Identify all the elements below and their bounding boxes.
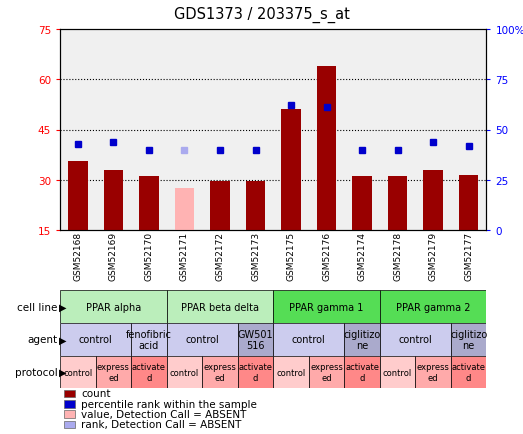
Text: control: control (292, 335, 326, 345)
Text: PPAR gamma 2: PPAR gamma 2 (396, 302, 470, 312)
Bar (202, 356, 238, 388)
Bar (344, 323, 380, 356)
Text: rank, Detection Call = ABSENT: rank, Detection Call = ABSENT (82, 420, 242, 430)
Bar (451, 323, 486, 356)
Bar (167, 291, 273, 323)
Bar (64, 400, 75, 408)
Bar (246, 182, 265, 230)
Bar (273, 323, 344, 356)
Bar (64, 390, 75, 397)
Bar (273, 291, 380, 323)
Text: PPAR beta delta: PPAR beta delta (181, 302, 259, 312)
Bar (273, 356, 309, 388)
Bar (415, 356, 451, 388)
Bar (459, 175, 479, 230)
Text: count: count (82, 388, 111, 398)
Text: ▶: ▶ (59, 302, 66, 312)
Text: ciglitizo
ne: ciglitizo ne (344, 329, 381, 350)
Text: agent: agent (27, 335, 58, 345)
Bar (96, 356, 131, 388)
Text: ciglitizo
ne: ciglitizo ne (450, 329, 487, 350)
Bar (68, 162, 88, 230)
Text: PPAR alpha: PPAR alpha (86, 302, 141, 312)
Bar (60, 323, 131, 356)
Bar (131, 323, 167, 356)
Text: control: control (185, 335, 219, 345)
Bar (423, 170, 443, 230)
Text: protocol: protocol (15, 367, 58, 377)
Text: express
ed: express ed (310, 362, 343, 382)
Bar (451, 356, 486, 388)
Bar (281, 110, 301, 230)
Bar (353, 177, 372, 230)
Bar (380, 356, 415, 388)
Text: percentile rank within the sample: percentile rank within the sample (82, 399, 257, 409)
Text: activate
d: activate d (452, 362, 486, 382)
Text: control: control (383, 368, 412, 377)
Text: cell line: cell line (17, 302, 58, 312)
Text: control: control (170, 368, 199, 377)
Bar (139, 177, 158, 230)
Text: GW501
516: GW501 516 (237, 329, 274, 350)
Bar (380, 291, 486, 323)
Bar (175, 188, 194, 230)
Bar (238, 356, 273, 388)
Bar (309, 356, 344, 388)
Bar (388, 177, 407, 230)
Bar (238, 323, 273, 356)
Text: express
ed: express ed (97, 362, 130, 382)
Bar (131, 356, 167, 388)
Text: GDS1373 / 203375_s_at: GDS1373 / 203375_s_at (174, 7, 349, 23)
Bar (60, 356, 96, 388)
Bar (64, 411, 75, 418)
Text: PPAR gamma 1: PPAR gamma 1 (289, 302, 363, 312)
Text: control: control (79, 335, 112, 345)
Bar (167, 323, 238, 356)
Text: express
ed: express ed (417, 362, 450, 382)
Text: activate
d: activate d (238, 362, 272, 382)
Text: control: control (276, 368, 305, 377)
Bar (104, 170, 123, 230)
Bar (344, 356, 380, 388)
Bar (64, 421, 75, 428)
Text: activate
d: activate d (345, 362, 379, 382)
Text: fenofibric
acid: fenofibric acid (126, 329, 172, 350)
Text: ▶: ▶ (59, 367, 66, 377)
Text: control: control (399, 335, 432, 345)
Bar (60, 291, 167, 323)
Text: activate
d: activate d (132, 362, 166, 382)
Bar (210, 182, 230, 230)
Bar (317, 67, 336, 230)
Bar (380, 323, 451, 356)
Text: ▶: ▶ (59, 335, 66, 345)
Text: value, Detection Call = ABSENT: value, Detection Call = ABSENT (82, 409, 247, 419)
Bar (167, 356, 202, 388)
Text: control: control (63, 368, 93, 377)
Text: express
ed: express ed (203, 362, 236, 382)
